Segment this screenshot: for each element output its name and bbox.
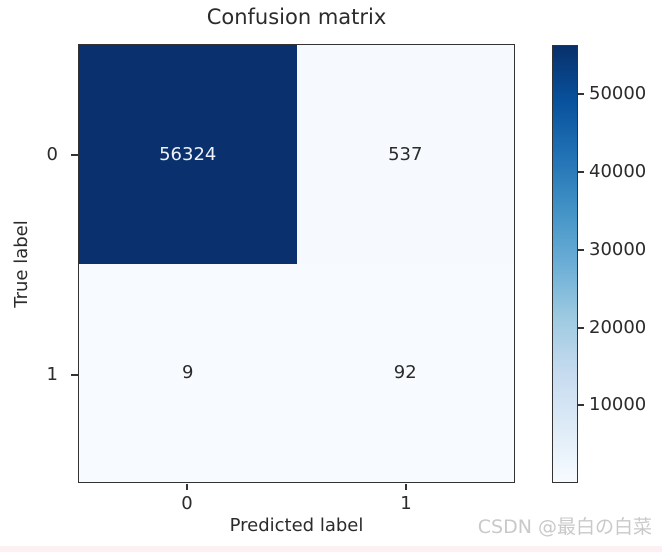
heatmap-cell-true0-pred1: 537 (296, 45, 514, 264)
csdn-watermark: CSDN @最白の白菜 (477, 516, 652, 538)
x-tick-mark-0 (186, 484, 188, 490)
colorbar-tick-label-50000: 50000 (589, 83, 647, 104)
x-tick-label-0: 0 (181, 493, 193, 514)
heatmap-cell-true1-pred0: 9 (79, 263, 297, 482)
y-tick-label-1: 1 (46, 364, 58, 385)
bottom-strip (0, 546, 662, 552)
heatmap-cell-true1-pred1: 92 (296, 263, 514, 482)
colorbar-tick-mark-40000 (578, 171, 584, 173)
colorbar-tick-label-30000: 30000 (589, 239, 647, 260)
x-tick-mark-1 (405, 484, 407, 490)
y-tick-label-0: 0 (46, 144, 58, 165)
x-tick-label-1: 1 (400, 493, 412, 514)
colorbar (552, 45, 578, 483)
y-tick-mark-0 (71, 154, 78, 156)
colorbar-tick-label-20000: 20000 (589, 317, 647, 338)
chart-title: Confusion matrix (206, 5, 387, 29)
heatmap-cell-true0-pred0: 56324 (79, 45, 297, 264)
colorbar-tick-mark-20000 (578, 327, 584, 329)
y-tick-mark-1 (71, 374, 78, 376)
colorbar-tick-mark-10000 (578, 404, 584, 406)
heatmap-plot: 56324 537 9 92 (78, 44, 515, 483)
colorbar-tick-mark-30000 (578, 249, 584, 251)
y-axis-label: True label (11, 220, 32, 308)
colorbar-tick-label-40000: 40000 (589, 161, 647, 182)
colorbar-tick-mark-50000 (578, 93, 584, 95)
x-axis-label: Predicted label (229, 515, 364, 536)
colorbar-tick-label-10000: 10000 (589, 394, 647, 415)
